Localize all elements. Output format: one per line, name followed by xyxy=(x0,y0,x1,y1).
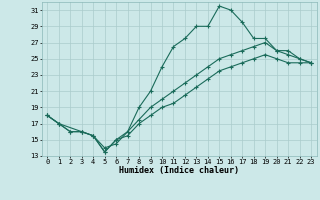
X-axis label: Humidex (Indice chaleur): Humidex (Indice chaleur) xyxy=(119,166,239,175)
